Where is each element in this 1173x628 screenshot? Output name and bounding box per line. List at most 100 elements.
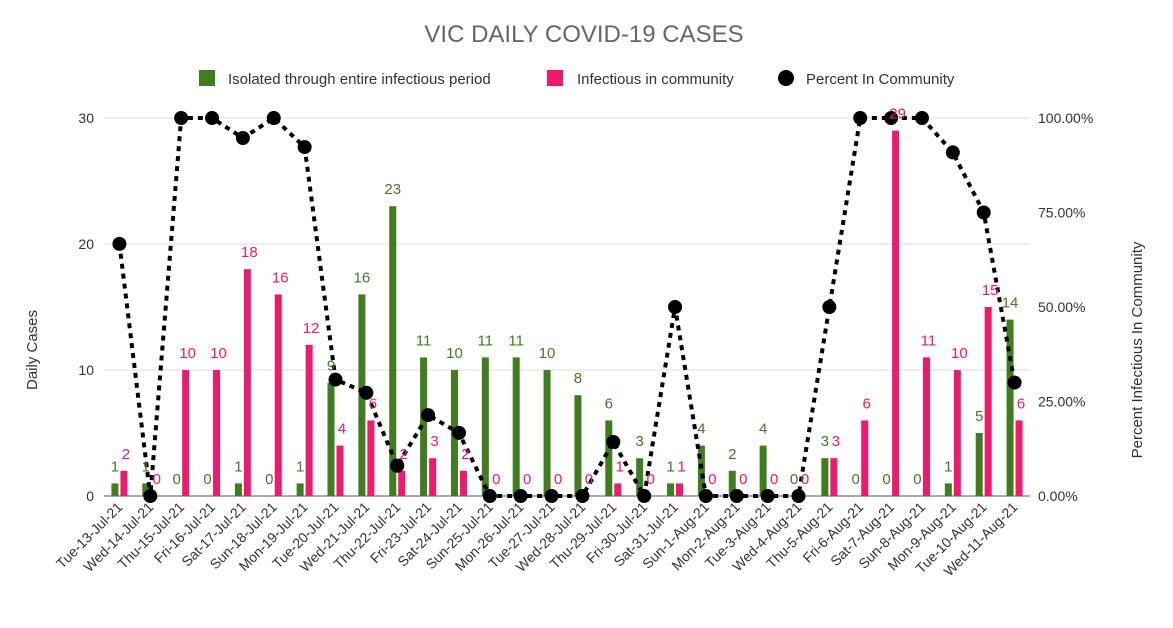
percent-point — [544, 489, 559, 503]
grid — [104, 117, 1030, 497]
percent-point — [297, 140, 312, 155]
bar-community — [398, 470, 406, 496]
data-label-isolated: 11 — [508, 332, 524, 349]
legend-swatch-isolated — [199, 70, 215, 86]
data-label-isolated: 8 — [574, 370, 582, 387]
percent-point — [945, 145, 960, 160]
y-tick-label: 20 — [78, 236, 94, 252]
bar-isolated — [697, 445, 705, 496]
percent-point — [143, 489, 158, 503]
bar-community — [243, 269, 251, 496]
percent-point — [513, 489, 528, 503]
bar-community — [305, 344, 313, 496]
percent-point — [884, 111, 899, 125]
bar-community — [213, 370, 221, 496]
percent-point — [451, 425, 466, 440]
data-label-isolated: 0 — [265, 471, 273, 488]
legend-label-isolated: Isolated through entire infectious perio… — [228, 71, 491, 88]
legend: Isolated through entire infectious perio… — [199, 70, 955, 88]
data-label-community: 1 — [616, 458, 624, 475]
data-label-isolated: 23 — [384, 181, 401, 198]
percent-point — [359, 385, 374, 400]
data-label-isolated: 5 — [975, 408, 983, 425]
legend-swatch-percent — [778, 70, 794, 86]
y-tick-label: 0 — [86, 488, 94, 504]
bar-isolated — [234, 483, 242, 496]
data-label-community: 0 — [708, 471, 716, 488]
bar-community — [120, 470, 128, 496]
data-label-community: 0 — [523, 471, 531, 488]
data-label-isolated: 3 — [635, 433, 643, 450]
percent-point — [421, 408, 436, 423]
bar-community — [429, 458, 437, 496]
bar-community — [830, 458, 838, 496]
bar-isolated — [728, 470, 736, 496]
data-label-isolated: 1 — [111, 458, 119, 475]
bar-community — [861, 420, 869, 496]
data-label-community: 0 — [739, 471, 747, 488]
bar-isolated — [327, 382, 335, 496]
data-label-community: 12 — [303, 320, 320, 337]
y2-tick-label: 75.00% — [1038, 205, 1085, 221]
percent-point — [822, 300, 837, 314]
axes: 01020300.00%25.00%50.00%75.00%100.00%Tue… — [53, 110, 1093, 579]
percent-point — [976, 205, 991, 220]
data-label-isolated: 0 — [790, 471, 798, 488]
data-label-isolated: 3 — [821, 433, 829, 450]
y-tick-label: 30 — [78, 110, 94, 126]
data-label-community: 0 — [585, 471, 593, 488]
data-label-community: 2 — [122, 446, 130, 463]
bar-isolated — [1006, 319, 1014, 496]
data-label-community: 0 — [770, 471, 778, 488]
y-axis-label: Daily Cases — [24, 310, 41, 390]
data-label-community: 0 — [153, 471, 161, 488]
bar-community — [676, 483, 684, 496]
data-label-isolated: 1 — [296, 458, 304, 475]
data-label-isolated: 1 — [142, 458, 150, 475]
bars — [111, 130, 1023, 496]
percent-line — [112, 111, 1022, 503]
bar-isolated — [759, 445, 767, 496]
data-label-isolated: 2 — [728, 446, 736, 463]
y2-tick-label: 50.00% — [1038, 299, 1085, 315]
data-label-isolated: 4 — [759, 421, 767, 438]
data-label-community: 6 — [1017, 395, 1025, 412]
data-label-community: 6 — [369, 395, 377, 412]
percent-point — [729, 489, 744, 503]
data-label-isolated: 10 — [539, 345, 556, 362]
bar-isolated — [636, 458, 644, 496]
data-label-isolated: 0 — [913, 471, 921, 488]
bar-isolated — [512, 357, 520, 496]
bar-isolated — [605, 420, 613, 496]
chart-title: VIC DAILY COVID-19 CASES — [424, 21, 743, 48]
data-label-isolated: 1 — [666, 458, 674, 475]
data-label-isolated: 1 — [944, 458, 952, 475]
data-label-isolated: 4 — [697, 421, 705, 438]
bar-community — [984, 307, 992, 496]
data-label-isolated: 0 — [172, 471, 180, 488]
percent-point — [235, 131, 250, 146]
bar-isolated — [975, 433, 983, 496]
y2-axis-label: Percent Infectious In Community — [1129, 241, 1146, 458]
y2-tick-label: 0.00% — [1038, 488, 1078, 504]
bar-community — [336, 445, 344, 496]
bar-isolated — [296, 483, 304, 496]
bar-community — [922, 357, 930, 496]
data-label-community: 29 — [889, 106, 906, 123]
percent-point — [1007, 375, 1022, 390]
percent-line-path — [117, 115, 1017, 502]
percent-point — [914, 111, 929, 125]
bar-isolated — [944, 483, 952, 496]
percent-point — [174, 111, 189, 125]
data-label-isolated: 11 — [478, 332, 494, 349]
percent-point — [668, 300, 683, 314]
data-label-community: 11 — [921, 332, 937, 349]
bar-isolated — [142, 483, 150, 496]
bar-community — [274, 294, 282, 496]
percent-point — [698, 489, 713, 503]
percent-point — [328, 372, 343, 387]
data-label-isolated: 6 — [605, 395, 613, 412]
percent-point — [575, 489, 590, 503]
